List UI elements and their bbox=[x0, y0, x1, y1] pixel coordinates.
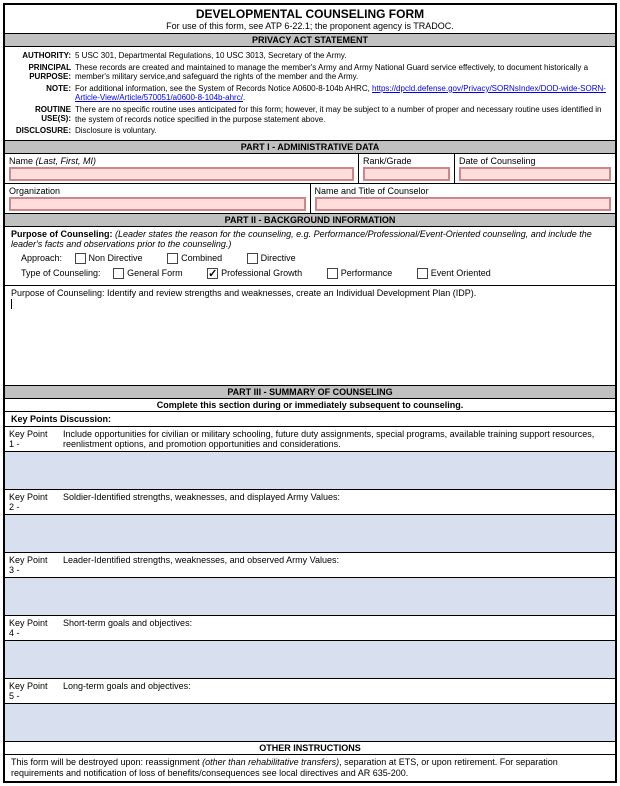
rank-input[interactable] bbox=[363, 167, 450, 181]
kp-row-1: Key Point 1 - Include opportunities for … bbox=[5, 427, 615, 452]
principal-label: PRINCIPAL PURPOSE: bbox=[11, 63, 75, 82]
note-text: For additional information, see the Syst… bbox=[75, 84, 609, 103]
counseling-form: DEVELOPMENTAL COUNSELING FORM For use of… bbox=[3, 3, 617, 783]
event-checkbox[interactable] bbox=[417, 268, 428, 279]
nondirective-checkbox[interactable] bbox=[75, 253, 86, 264]
perf-checkbox[interactable] bbox=[327, 268, 338, 279]
privacy-section: AUTHORITY: 5 USC 301, Departmental Regul… bbox=[5, 47, 615, 140]
kp-row-5: Key Point 5 - Long-term goals and object… bbox=[5, 679, 615, 704]
note-label: NOTE: bbox=[11, 84, 75, 103]
general-checkbox[interactable] bbox=[113, 268, 124, 279]
authority-label: AUTHORITY: bbox=[11, 51, 75, 61]
name-label: Name (Last, First, MI) bbox=[9, 156, 354, 166]
type-row: Type of Counseling: General Form Profess… bbox=[21, 268, 609, 279]
routine-label: ROUTINE USE(S): bbox=[11, 105, 75, 124]
other-header: OTHER INSTRUCTIONS bbox=[5, 742, 615, 755]
privacy-header: PRIVACY ACT STATEMENT bbox=[5, 34, 615, 47]
admin-row2: Organization Name and Title of Counselor bbox=[5, 183, 615, 213]
background-info: Purpose of Counseling: (Leader states th… bbox=[5, 227, 615, 285]
kp-row-4: Key Point 4 - Short-term goals and objec… bbox=[5, 616, 615, 641]
routine-text: There are no specific routine uses antic… bbox=[75, 105, 609, 124]
kp-area-1[interactable] bbox=[5, 452, 615, 490]
part3-sub: Complete this section during or immediat… bbox=[5, 399, 615, 412]
approach-row: Approach: Non Directive Combined Directi… bbox=[21, 253, 609, 264]
kp-area-5[interactable] bbox=[5, 704, 615, 742]
combined-checkbox[interactable] bbox=[167, 253, 178, 264]
name-input[interactable] bbox=[9, 167, 354, 181]
admin-row1: Name (Last, First, MI) Rank/Grade Date o… bbox=[5, 154, 615, 183]
date-input[interactable] bbox=[459, 167, 611, 181]
disclosure-text: Disclosure is voluntary. bbox=[75, 126, 609, 136]
disclosure-label: DISCLOSURE: bbox=[11, 126, 75, 136]
date-label: Date of Counseling bbox=[459, 156, 611, 166]
part3-header: PART III - SUMMARY OF COUNSELING bbox=[5, 385, 615, 399]
text-cursor bbox=[11, 299, 12, 309]
rank-label: Rank/Grade bbox=[363, 156, 450, 166]
authority-text: 5 USC 301, Departmental Regulations, 10 … bbox=[75, 51, 609, 61]
prof-checkbox[interactable] bbox=[207, 268, 218, 279]
org-label: Organization bbox=[9, 186, 306, 196]
kp-area-2[interactable] bbox=[5, 515, 615, 553]
directive-checkbox[interactable] bbox=[247, 253, 258, 264]
part1-header: PART I - ADMINISTRATIVE DATA bbox=[5, 140, 615, 154]
kp-row-2: Key Point 2 - Soldier-Identified strengt… bbox=[5, 490, 615, 515]
form-subtitle: For use of this form, see ATP 6-22.1; th… bbox=[5, 21, 615, 34]
kp-row-3: Key Point 3 - Leader-Identified strength… bbox=[5, 553, 615, 578]
org-input[interactable] bbox=[9, 197, 306, 211]
principal-text: These records are created and maintained… bbox=[75, 63, 609, 82]
counselor-label: Name and Title of Counselor bbox=[315, 186, 612, 196]
kp-discussion-header: Key Points Discussion: bbox=[5, 412, 615, 427]
counselor-input[interactable] bbox=[315, 197, 612, 211]
kp-area-4[interactable] bbox=[5, 641, 615, 679]
other-text: This form will be destroyed upon: reassi… bbox=[5, 755, 615, 781]
purpose-textarea[interactable]: Purpose of Counseling: Identify and revi… bbox=[5, 285, 615, 385]
part2-header: PART II - BACKGROUND INFORMATION bbox=[5, 213, 615, 227]
form-title: DEVELOPMENTAL COUNSELING FORM bbox=[5, 5, 615, 21]
purpose-label: Purpose of Counseling: (Leader states th… bbox=[11, 229, 609, 249]
kp-area-3[interactable] bbox=[5, 578, 615, 616]
